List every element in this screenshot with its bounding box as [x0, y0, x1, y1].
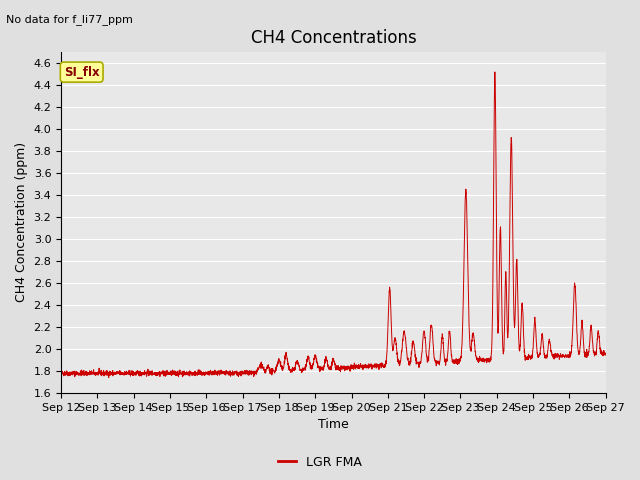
- Y-axis label: CH4 Concentration (ppm): CH4 Concentration (ppm): [15, 143, 28, 302]
- Text: No data for f_li77_ppm: No data for f_li77_ppm: [6, 14, 133, 25]
- X-axis label: Time: Time: [318, 419, 349, 432]
- Title: CH4 Concentrations: CH4 Concentrations: [250, 29, 416, 48]
- Legend: LGR FMA: LGR FMA: [273, 451, 367, 474]
- Text: SI_flx: SI_flx: [64, 66, 99, 79]
